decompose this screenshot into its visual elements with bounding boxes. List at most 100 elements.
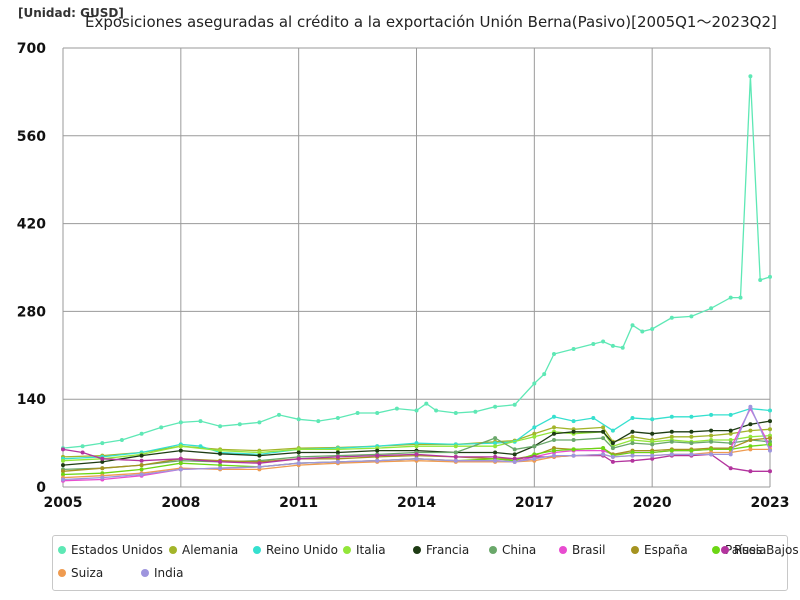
data-point <box>493 404 498 409</box>
legend-label: España <box>644 543 688 557</box>
data-point <box>552 438 556 442</box>
data-point <box>610 343 615 348</box>
data-point <box>748 422 753 427</box>
data-point <box>709 447 714 452</box>
data-point <box>669 429 674 434</box>
data-point <box>296 447 301 452</box>
data-point <box>728 428 733 433</box>
data-point <box>178 456 183 461</box>
y-tick-label: 280 <box>17 304 46 320</box>
legend-marker-icon <box>712 545 720 554</box>
data-point <box>748 447 753 452</box>
legend-marker-icon <box>721 545 729 554</box>
series-11 <box>61 404 772 482</box>
data-point <box>728 295 733 300</box>
data-point <box>591 342 596 346</box>
data-point <box>610 454 615 459</box>
data-point <box>689 414 694 419</box>
data-point <box>178 467 183 472</box>
data-point <box>139 453 144 458</box>
data-point <box>552 448 556 453</box>
data-point <box>414 452 419 457</box>
x-tick-label: 2017 <box>515 495 554 511</box>
data-point <box>610 446 615 451</box>
legend-item[interactable]: Estados Unidos <box>58 543 163 557</box>
data-point <box>296 450 301 455</box>
legend-item[interactable]: Alemania <box>169 543 238 557</box>
legend-item[interactable]: India <box>141 566 183 580</box>
data-point <box>335 459 340 464</box>
data-point <box>630 453 635 458</box>
line-chart: 0 140 280 420 560 700 2005 2008 2011 2014 2017 202… <box>17 41 790 511</box>
data-point <box>650 417 655 422</box>
legend-item[interactable]: Reino Unido <box>253 543 338 557</box>
data-point <box>738 295 743 300</box>
data-point <box>630 416 635 420</box>
data-point <box>601 446 606 451</box>
data-point <box>218 451 223 456</box>
data-point <box>601 339 606 344</box>
x-tick-label: 2005 <box>44 495 83 511</box>
data-point <box>532 456 537 461</box>
data-point <box>552 425 556 430</box>
data-point <box>100 475 105 480</box>
data-point <box>61 469 65 474</box>
data-point <box>768 274 772 279</box>
legend-label: Reino Unido <box>266 543 338 557</box>
data-point <box>218 459 223 464</box>
data-point <box>748 444 753 449</box>
data-point <box>591 416 596 420</box>
data-point <box>748 434 753 439</box>
data-point <box>512 447 517 452</box>
data-point <box>375 453 380 458</box>
data-point <box>610 441 615 446</box>
data-point <box>709 433 714 438</box>
data-point <box>728 466 733 471</box>
grid-lines <box>62 47 771 488</box>
data-point <box>768 448 772 453</box>
data-point <box>728 441 733 446</box>
data-point <box>178 420 183 425</box>
data-point <box>768 408 772 413</box>
data-point <box>512 402 517 407</box>
data-point <box>335 447 340 452</box>
data-point <box>601 436 606 441</box>
legend-item[interactable]: Suiza <box>58 566 103 580</box>
x-tick-label: 2020 <box>633 495 672 511</box>
data-point <box>768 436 772 441</box>
data-point <box>414 456 419 461</box>
legend-marker-icon <box>58 545 66 554</box>
legend-item[interactable]: China <box>489 543 536 557</box>
data-point <box>532 431 537 436</box>
legend-item[interactable]: Francia <box>413 543 469 557</box>
legend-item[interactable]: Italia <box>343 543 386 557</box>
data-point <box>100 456 105 461</box>
legend-item[interactable]: Países Bajos <box>712 543 799 557</box>
legend-item[interactable]: Brasil <box>559 543 605 557</box>
data-point <box>669 315 674 320</box>
chart-title: Exposiciones aseguradas al crédito a la … <box>85 13 777 31</box>
data-point <box>198 444 203 449</box>
data-point <box>159 425 164 430</box>
data-point <box>198 419 203 424</box>
data-point <box>257 420 262 425</box>
data-point <box>493 441 498 446</box>
data-point <box>80 444 85 449</box>
legend-marker-icon <box>169 545 177 554</box>
data-point <box>218 424 223 429</box>
data-point <box>532 444 537 449</box>
data-point <box>650 327 655 331</box>
x-axis-ticks: 2005 2008 2011 2014 2017 2020 2023 <box>44 495 790 511</box>
data-point <box>669 414 674 419</box>
legend-item[interactable]: Rusia <box>721 543 766 557</box>
legend-marker-icon <box>489 545 497 554</box>
data-point <box>257 461 262 466</box>
data-point <box>768 442 772 447</box>
data-point <box>512 452 517 457</box>
legend-label: Alemania <box>182 543 239 557</box>
legend-item[interactable]: España <box>631 543 688 557</box>
data-point <box>512 459 517 464</box>
data-point <box>453 458 458 463</box>
series-line <box>62 420 771 466</box>
data-point <box>335 416 340 420</box>
